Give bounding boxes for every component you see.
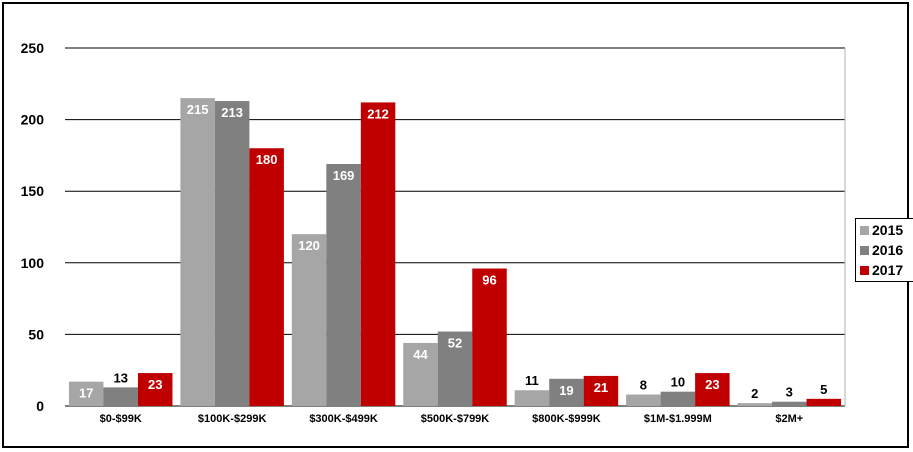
data-label: 21	[594, 380, 608, 395]
data-label: 10	[671, 375, 685, 390]
data-label: 120	[298, 238, 320, 253]
x-tick-label: $800K-$999K	[532, 413, 601, 425]
bar	[137, 373, 173, 406]
y-tick-label: 200	[21, 112, 45, 128]
bar	[660, 391, 696, 406]
data-label: 52	[448, 336, 462, 351]
data-label: 17	[79, 386, 93, 401]
bar	[103, 387, 138, 406]
legend-item-2017: 2017	[860, 261, 903, 279]
data-label: 44	[413, 347, 428, 362]
data-label: 215	[187, 102, 209, 117]
bar	[68, 381, 104, 406]
data-label: 169	[333, 168, 355, 183]
data-label: 180	[256, 152, 278, 167]
legend-swatch-2015	[860, 225, 869, 235]
bar	[437, 331, 473, 406]
data-label: 213	[221, 105, 243, 120]
x-tick-label: $500K-$799K	[421, 413, 490, 425]
bar	[403, 342, 438, 406]
data-label: 23	[148, 377, 162, 392]
bar	[291, 234, 327, 406]
bar	[472, 268, 507, 406]
bar	[772, 401, 807, 406]
bar	[514, 390, 550, 406]
y-axis-ticks: 0 50 100 150 200 250	[21, 40, 45, 414]
legend-swatch-2017	[860, 265, 869, 275]
data-label: 11	[525, 373, 539, 388]
data-label: 212	[367, 106, 389, 121]
bar	[626, 394, 661, 406]
y-tick-label: 150	[21, 183, 45, 199]
data-label: 3	[786, 385, 793, 400]
bar	[549, 378, 584, 406]
bar	[695, 373, 730, 406]
legend-label-2015: 2015	[872, 222, 904, 238]
legend: 2015 2016 2017	[855, 218, 913, 282]
legend-label-2016: 2016	[872, 242, 904, 258]
data-label: 5	[820, 382, 827, 397]
bars	[68, 98, 842, 407]
x-tick-label: $0-$99K	[100, 413, 142, 425]
x-tick-label: $1M-$1.999M	[644, 413, 712, 425]
x-tick-label: $100K-$299K	[198, 413, 267, 425]
bar	[180, 98, 215, 407]
bar	[583, 375, 619, 406]
legend-item-2016: 2016	[860, 241, 903, 259]
legend-swatch-2016	[860, 245, 869, 255]
data-label: 13	[113, 370, 127, 385]
bar	[249, 148, 284, 407]
legend-item-2015: 2015	[860, 221, 903, 239]
y-tick-label: 100	[21, 255, 45, 271]
y-tick-label: 250	[21, 40, 45, 56]
y-tick-label: 0	[36, 398, 44, 414]
bar	[806, 398, 842, 406]
bar	[737, 403, 773, 406]
data-label: 8	[640, 378, 647, 393]
x-axis-categories: $0-$99K $100K-$299K $300K-$499K $500K-$799K…	[100, 413, 804, 425]
legend-label-2017: 2017	[872, 262, 904, 278]
data-label: 19	[559, 383, 573, 398]
data-label: 23	[705, 377, 719, 392]
x-tick-label: $2M+	[775, 413, 803, 425]
y-tick-label: 50	[28, 326, 44, 342]
x-tick-label: $300K-$499K	[309, 413, 378, 425]
data-label: 2	[751, 386, 758, 401]
data-label: 96	[482, 273, 496, 288]
bar	[214, 100, 250, 406]
bar	[326, 163, 361, 406]
bar	[360, 102, 396, 406]
